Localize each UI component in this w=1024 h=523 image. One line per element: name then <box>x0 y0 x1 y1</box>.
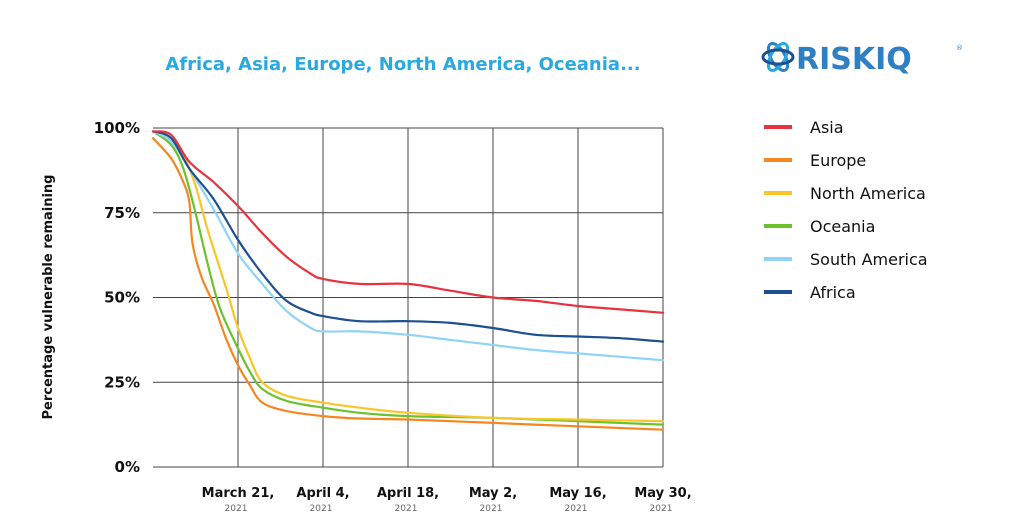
legend-label: Africa <box>810 283 856 302</box>
x-tick-year: 2021 <box>225 504 248 514</box>
series-line-europe <box>151 137 665 431</box>
legend-label: South America <box>810 250 928 269</box>
y-tick-label: 100% <box>94 119 140 137</box>
y-axis-label: Percentage vulnerable remaining <box>41 175 56 420</box>
x-tick-year: 2021 <box>650 504 673 514</box>
y-tick-label: 75% <box>104 204 140 222</box>
x-tick-label: March 21, <box>202 486 275 501</box>
x-tick-label: April 18, <box>377 486 439 501</box>
series-lines <box>151 130 665 431</box>
x-tick-label: May 16, <box>549 486 606 501</box>
y-tick-label: 25% <box>104 373 140 391</box>
legend-label: North America <box>810 184 926 203</box>
x-tick-label: May 2, <box>469 486 517 501</box>
legend-label: Asia <box>810 118 844 137</box>
series-line-asia <box>151 130 665 314</box>
y-tick-label: 0% <box>115 458 140 476</box>
legend: Asia Europe North America Oceania South Amer… <box>764 118 928 302</box>
logo-mark-icon <box>761 42 795 72</box>
riskiq-logo: RISKIQ ® <box>761 42 963 77</box>
logo-registered-mark: ® <box>956 44 963 52</box>
series-line-africa <box>151 130 665 343</box>
x-tick-year: 2021 <box>395 504 418 514</box>
x-tick-year: 2021 <box>310 504 333 514</box>
legend-label: Oceania <box>810 217 875 236</box>
series-line-south-america <box>151 130 665 362</box>
x-tick-label: April 4, <box>296 486 349 501</box>
x-axis-ticks: March 21, 2021 April 4, 2021 April 18, 2021 Ma… <box>202 486 692 514</box>
x-tick-year: 2021 <box>480 504 503 514</box>
legend-label: Europe <box>810 151 866 170</box>
y-tick-label: 50% <box>104 289 140 307</box>
chart-title: Africa, Asia, Europe, North America, Oce… <box>165 54 640 75</box>
x-tick-year: 2021 <box>565 504 588 514</box>
x-tick-label: May 30, <box>634 486 691 501</box>
logo-text: RISKIQ <box>796 42 912 77</box>
y-axis-ticks: 100% 75% 50% 25% 0% <box>94 119 140 476</box>
